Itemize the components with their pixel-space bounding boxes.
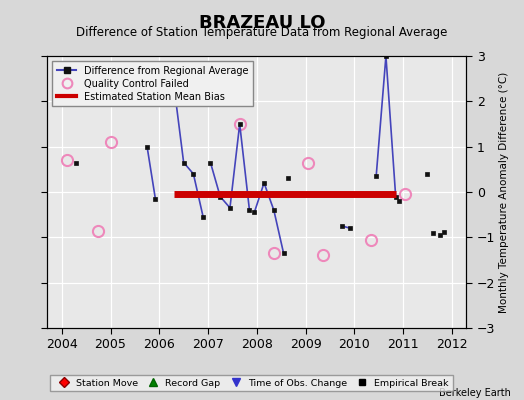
Legend: Difference from Regional Average, Quality Control Failed, Estimated Station Mean: Difference from Regional Average, Qualit… <box>52 61 254 106</box>
Y-axis label: Monthly Temperature Anomaly Difference (°C): Monthly Temperature Anomaly Difference (… <box>499 71 509 313</box>
Text: Berkeley Earth: Berkeley Earth <box>439 388 511 398</box>
Legend: Station Move, Record Gap, Time of Obs. Change, Empirical Break: Station Move, Record Gap, Time of Obs. C… <box>50 375 453 391</box>
Text: Difference of Station Temperature Data from Regional Average: Difference of Station Temperature Data f… <box>77 26 447 39</box>
Text: BRAZEAU LO: BRAZEAU LO <box>199 14 325 32</box>
